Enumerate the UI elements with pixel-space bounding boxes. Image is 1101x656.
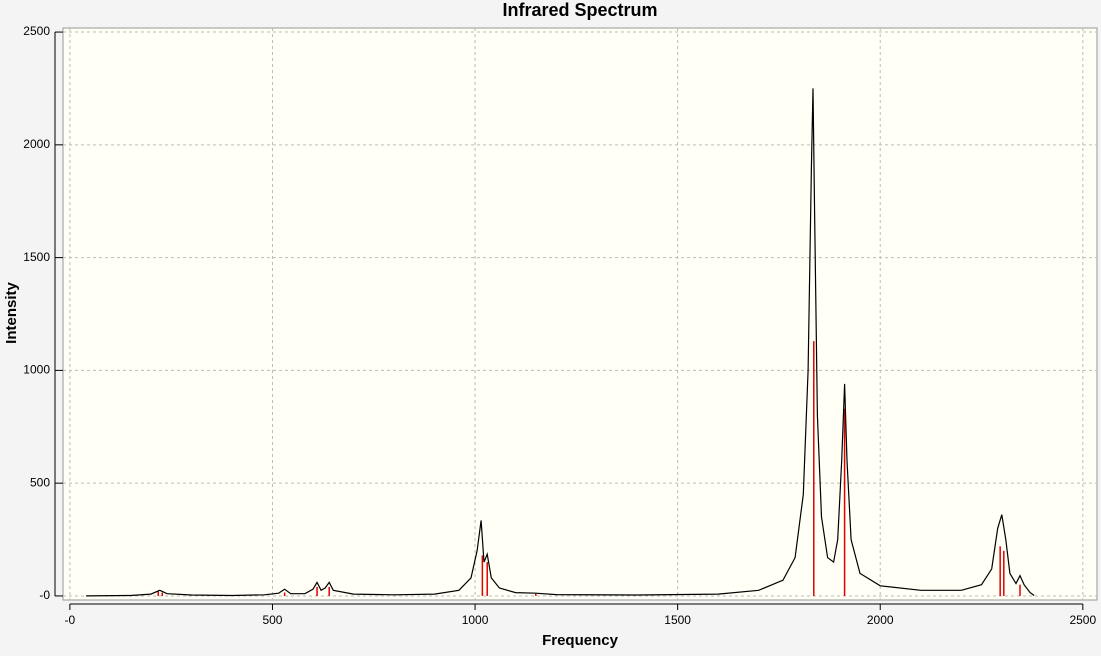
- y-tick-label: -0: [39, 588, 50, 602]
- x-tick-label: 2000: [867, 613, 894, 627]
- y-tick-label: 500: [30, 475, 50, 489]
- chart-title: Infrared Spectrum: [502, 0, 657, 20]
- x-tick-label: -0: [65, 613, 76, 627]
- y-tick-label: 2500: [23, 24, 50, 38]
- x-tick-label: 2500: [1069, 613, 1096, 627]
- y-tick-label: 2000: [23, 137, 50, 151]
- x-axis-label: Frequency: [542, 632, 619, 649]
- plot-area: [62, 27, 1098, 601]
- spectrum-line: [86, 88, 1035, 597]
- x-tick-label: 1500: [664, 613, 691, 627]
- y-tick-label: 1000: [23, 363, 50, 377]
- x-tick-label: 500: [262, 613, 282, 627]
- x-tick-label: 1000: [462, 613, 489, 627]
- y-axis-label: Intensity: [3, 282, 20, 344]
- y-tick-label: 1500: [23, 250, 50, 264]
